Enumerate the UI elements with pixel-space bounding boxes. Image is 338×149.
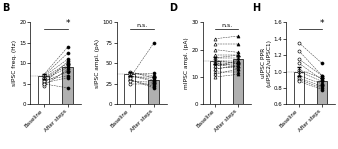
Text: B: B xyxy=(2,3,9,13)
Y-axis label: sIPSC freq. (Hz): sIPSC freq. (Hz) xyxy=(12,40,17,86)
Bar xyxy=(294,72,304,149)
Y-axis label: mIPSC ampl. (pA): mIPSC ampl. (pA) xyxy=(185,37,190,89)
Bar xyxy=(62,67,73,104)
Bar xyxy=(148,80,159,104)
Bar xyxy=(38,76,49,104)
Text: *: * xyxy=(66,19,70,28)
Text: H: H xyxy=(252,3,260,13)
Text: n.s.: n.s. xyxy=(221,23,233,28)
Bar xyxy=(124,74,135,104)
Text: *: * xyxy=(320,19,324,28)
Y-axis label: uIPSC PPR
(uIPSC2/uIPSC1): uIPSC PPR (uIPSC2/uIPSC1) xyxy=(261,39,271,87)
Bar xyxy=(233,59,243,104)
Text: n.s.: n.s. xyxy=(136,23,147,28)
Bar xyxy=(210,61,220,104)
Y-axis label: sIPSC ampl. (pA): sIPSC ampl. (pA) xyxy=(95,39,100,88)
Bar xyxy=(317,81,327,149)
Text: D: D xyxy=(169,3,177,13)
